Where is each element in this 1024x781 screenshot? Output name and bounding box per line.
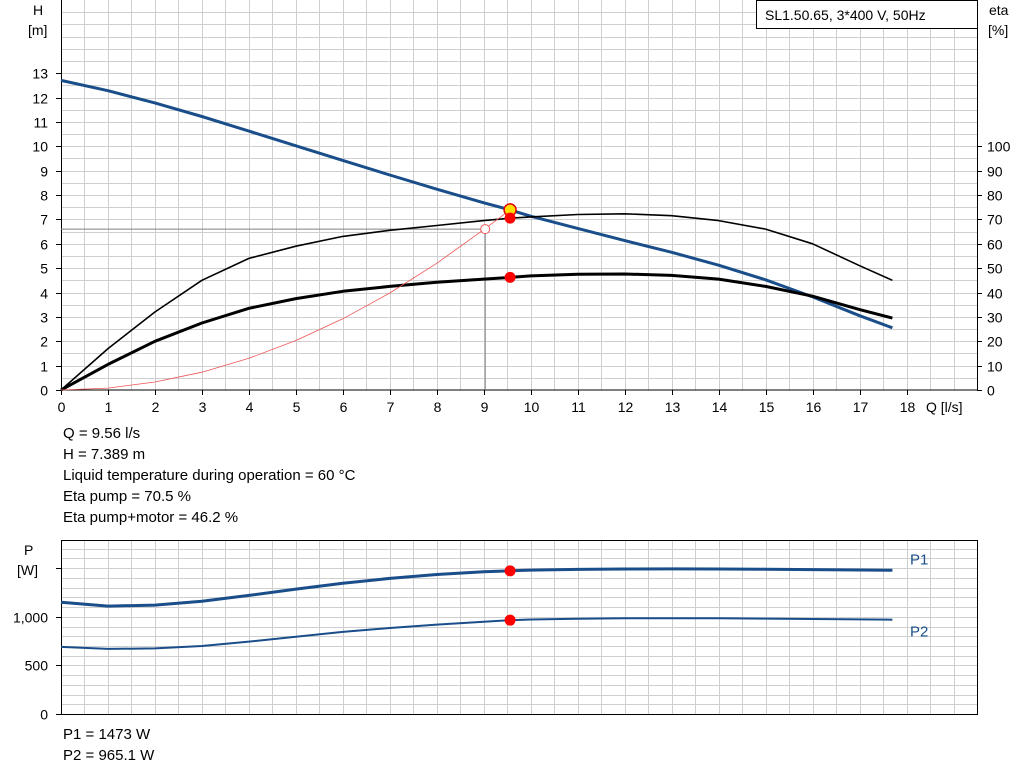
- q-tick-label: 14: [712, 399, 728, 415]
- duty-point-power-0: [504, 565, 516, 577]
- h-tick-label: 0: [40, 383, 48, 399]
- liquid-temperature-readout: Liquid temperature during operation = 60…: [63, 467, 356, 484]
- duty-point-eta-2: [504, 271, 516, 283]
- eta-tick-label: 80: [987, 188, 1003, 204]
- model-label-box: [756, 0, 978, 29]
- h-tick-label: 4: [40, 286, 48, 302]
- q-tick-label: 11: [571, 399, 586, 415]
- series-label-p1: P1: [910, 551, 928, 568]
- eta-tick-label: 100: [987, 139, 1011, 155]
- p-axis-unit: [W]: [17, 562, 38, 578]
- reference-point-marker: [480, 224, 491, 235]
- model-label: SL1.50.65, 3*400 V, 50Hz: [765, 7, 926, 23]
- series-p2: [60, 617, 893, 650]
- h-tick-label: 5: [40, 261, 48, 277]
- eta-tick-label: 0: [987, 383, 995, 399]
- q-tick-label: 3: [199, 399, 207, 415]
- q-tick-label: 10: [524, 399, 540, 415]
- p-axis-label: P: [24, 542, 33, 558]
- bottom-info-block: P1 = 1473 W P2 = 965.1 W: [63, 724, 154, 766]
- h-tick-label: 10: [32, 139, 48, 155]
- eta-tick-label: 20: [987, 334, 1003, 350]
- top-info-block: Q = 9.56 l/s H = 7.389 m Liquid temperat…: [63, 423, 355, 528]
- h-tick-label: 8: [40, 188, 48, 204]
- power-grid-lines: [61, 540, 977, 714]
- p1-readout: P1 = 1473 W: [63, 726, 151, 743]
- q-tick-label: 9: [481, 399, 489, 415]
- q-tick-label: 5: [293, 399, 301, 415]
- p2-readout: P2 = 965.1 W: [63, 747, 155, 764]
- h-tick-label: 13: [32, 66, 48, 82]
- h-axis-unit: [m]: [28, 22, 47, 38]
- q-tick-label: 7: [387, 399, 395, 415]
- eta-total-readout: Eta pump+motor = 46.2 %: [63, 509, 239, 526]
- duty-point-eta-1: [504, 212, 516, 224]
- q-tick-label: 17: [853, 399, 869, 415]
- p-tick-label: 0: [40, 707, 48, 723]
- q-tick-label: 15: [759, 399, 775, 415]
- q-tick-label: 0: [58, 399, 66, 415]
- eta-tick-label: 50: [987, 261, 1003, 277]
- h-axis-label: H: [33, 2, 43, 18]
- series-eta-pump-motor: [60, 272, 893, 392]
- h-tick-label: 7: [40, 212, 48, 228]
- h-tick-label: 9: [40, 164, 48, 180]
- h-tick-label: 12: [32, 91, 48, 107]
- p-tick-label: 1,000: [13, 610, 48, 626]
- eta-pump-readout: Eta pump = 70.5 %: [63, 488, 191, 505]
- series-h: [60, 78, 893, 330]
- power-plot-frame: [61, 540, 978, 715]
- h-tick-label: 6: [40, 237, 48, 253]
- q-tick-label: 13: [665, 399, 681, 415]
- series-label-p2: P2: [910, 624, 928, 641]
- q-tick-label: 1: [105, 399, 113, 415]
- q-tick-label: 6: [340, 399, 348, 415]
- q-tick-label: 12: [618, 399, 634, 415]
- series-p1: [60, 567, 893, 608]
- h-tick-label: 3: [40, 310, 48, 326]
- plot-frame: [61, 0, 978, 391]
- eta-axis-label: eta: [989, 2, 1009, 18]
- eta-tick-label: 40: [987, 286, 1003, 302]
- flow-readout: Q = 9.56 l/s: [63, 425, 141, 442]
- duty-point-power-1: [504, 614, 516, 626]
- h-tick-label: 2: [40, 334, 48, 350]
- h-tick-label: 1: [40, 359, 48, 375]
- eta-tick-label: 70: [987, 212, 1003, 228]
- eta-tick-label: 10: [987, 359, 1003, 375]
- q-tick-label: 2: [152, 399, 160, 415]
- q-tick-label: 8: [434, 399, 442, 415]
- head-readout: H = 7.389 m: [63, 446, 146, 463]
- q-tick-label: 18: [900, 399, 916, 415]
- q-tick-label: 16: [806, 399, 822, 415]
- eta-tick-label: 30: [987, 310, 1003, 326]
- q-axis-label: Q [l/s]: [926, 399, 963, 415]
- q-tick-label: 4: [246, 399, 254, 415]
- eta-tick-label: 60: [987, 237, 1003, 253]
- eta-axis-unit: [%]: [988, 22, 1008, 38]
- eta-tick-label: 90: [987, 164, 1003, 180]
- h-tick-label: 11: [33, 115, 48, 131]
- p-tick-label: 500: [25, 658, 49, 674]
- series-operating-point-trace: [60, 209, 511, 391]
